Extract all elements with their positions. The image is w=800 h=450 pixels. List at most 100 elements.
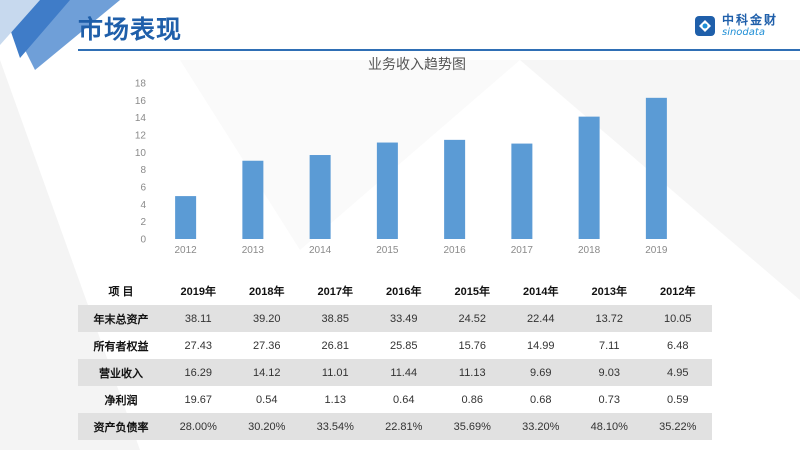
column-header: 2018年 <box>249 286 285 298</box>
bars <box>175 97 667 239</box>
bar <box>376 142 398 239</box>
bar <box>175 196 197 239</box>
table-cell: 11.01 <box>301 359 370 386</box>
x-tick-label: 2018 <box>578 245 601 256</box>
financial-table: 项 目 2019年 2018年 2017年 2016年 2015年 2014年 2013年 2… <box>78 277 712 440</box>
table-cell: 0.86 <box>461 393 483 406</box>
table-row: 净利润 19.67 0.54 1.13 0.64 0.86 0.68 0.73 0.59 <box>78 386 712 413</box>
table-cell: 0.54 <box>256 393 278 406</box>
y-tick-label: 18 <box>135 79 147 90</box>
table-cell: 24.52 <box>438 305 507 332</box>
table-row: 资产负债率 28.00% 30.20% 33.54% 22.81% 35.69% 33.20… <box>78 413 712 440</box>
table-cell: 14.12 <box>232 359 301 386</box>
table-header-row: 项 目 2019年 2018年 2017年 2016年 2015年 2014年 2013年 2… <box>78 277 712 305</box>
table-cell: 33.49 <box>369 305 438 332</box>
row-header-label: 项 目 <box>108 286 134 298</box>
table-cell: 1.13 <box>324 393 346 406</box>
table-cell: 11.44 <box>369 359 438 386</box>
table-cell: 9.69 <box>506 359 575 386</box>
table-cell: 13.72 <box>575 305 644 332</box>
row-label: 所有者权益 <box>93 339 149 353</box>
corner-triangle-decoration <box>0 0 120 70</box>
table-cell: 10.05 <box>643 305 712 332</box>
column-header: 2015年 <box>454 286 490 298</box>
logo-english-text: sinodata <box>721 27 765 38</box>
table-cell: 7.11 <box>598 339 620 352</box>
table-cell: 25.85 <box>389 339 418 352</box>
table-row: 营业收入 16.29 14.12 11.01 11.44 11.13 9.69 9.03 4.9… <box>78 359 712 386</box>
revenue-bar-chart: 业务收入趋势图 0 2 4 6 8 10 12 14 16 18 2012 2013 2014 2015… <box>135 57 668 256</box>
x-tick-label: 2019 <box>645 245 668 256</box>
table-cell: 48.10% <box>575 413 644 440</box>
company-logo: 中科金财 sinodata <box>694 14 778 38</box>
table-cell: 4.95 <box>643 359 712 386</box>
table-cell: 22.44 <box>506 305 575 332</box>
table-cell: 35.22% <box>643 413 712 440</box>
column-header: 2017年 <box>317 286 353 298</box>
y-tick-label: 4 <box>140 200 146 211</box>
chart-title: 业务收入趋势图 <box>368 57 466 73</box>
table-cell: 33.54% <box>301 413 370 440</box>
bar <box>511 143 533 239</box>
table-cell: 9.03 <box>575 359 644 386</box>
y-tick-label: 12 <box>135 131 147 142</box>
bar <box>578 116 600 239</box>
y-tick-label: 6 <box>140 183 146 194</box>
bar <box>444 139 466 239</box>
page-title: 市场表现 <box>78 15 183 44</box>
table-cell: 0.73 <box>598 393 620 406</box>
x-tick-label: 2014 <box>309 245 332 256</box>
table-cell: 11.13 <box>438 359 507 386</box>
y-tick-label: 10 <box>135 148 147 159</box>
table-cell: 38.11 <box>164 305 233 332</box>
table-cell: 22.81% <box>369 413 438 440</box>
row-label: 净利润 <box>104 393 138 407</box>
table-cell: 33.20% <box>506 413 575 440</box>
row-label: 资产负债率 <box>78 413 164 440</box>
table-cell: 35.69% <box>438 413 507 440</box>
table-row: 所有者权益 27.43 27.36 26.81 25.85 15.76 14.99 7.11 6… <box>78 332 712 359</box>
x-axis-ticks: 2012 2013 2014 2015 2016 2017 2018 2019 <box>175 245 668 256</box>
column-header: 2013年 <box>591 286 627 298</box>
column-header: 2014年 <box>523 286 559 298</box>
column-header: 2016年 <box>386 286 422 298</box>
table-cell: 0.59 <box>667 393 689 406</box>
table-cell: 15.76 <box>458 339 487 352</box>
x-tick-label: 2015 <box>376 245 399 256</box>
table-cell: 39.20 <box>232 305 301 332</box>
table-cell: 28.00% <box>164 413 233 440</box>
row-label: 营业收入 <box>78 359 164 386</box>
y-tick-label: 14 <box>135 113 147 124</box>
table-cell: 27.36 <box>252 339 281 352</box>
bar <box>242 160 264 239</box>
logo-mark-icon <box>694 16 715 36</box>
row-label: 年末总资产 <box>78 305 164 332</box>
y-tick-label: 16 <box>135 96 147 107</box>
bar <box>645 97 667 239</box>
table-cell: 19.67 <box>184 393 213 406</box>
column-header: 2019年 <box>180 286 216 298</box>
y-tick-label: 2 <box>140 217 146 228</box>
table-cell: 14.99 <box>526 339 555 352</box>
table-cell: 30.20% <box>232 413 301 440</box>
table-cell: 6.48 <box>667 339 689 352</box>
x-tick-label: 2013 <box>242 245 265 256</box>
bar <box>309 155 331 239</box>
y-tick-label: 0 <box>140 235 146 246</box>
table-cell: 38.85 <box>301 305 370 332</box>
table-cell: 27.43 <box>184 339 213 352</box>
table-row: 年末总资产 38.11 39.20 38.85 33.49 24.52 22.44 13.72… <box>78 305 712 332</box>
logo-chinese-text: 中科金财 <box>721 13 778 27</box>
table-cell: 0.68 <box>530 393 552 406</box>
column-header: 2012年 <box>660 286 696 298</box>
page-title-bar: 市场表现 <box>78 8 182 48</box>
x-tick-label: 2017 <box>511 245 534 256</box>
table-cell: 16.29 <box>164 359 233 386</box>
x-tick-label: 2016 <box>444 245 467 256</box>
title-underline <box>78 49 800 51</box>
x-tick-label: 2012 <box>175 245 198 256</box>
table-cell: 26.81 <box>321 339 350 352</box>
y-axis-ticks: 0 2 4 6 8 10 12 14 16 18 <box>135 79 147 246</box>
table-cell: 0.64 <box>393 393 415 406</box>
y-tick-label: 8 <box>140 165 146 176</box>
